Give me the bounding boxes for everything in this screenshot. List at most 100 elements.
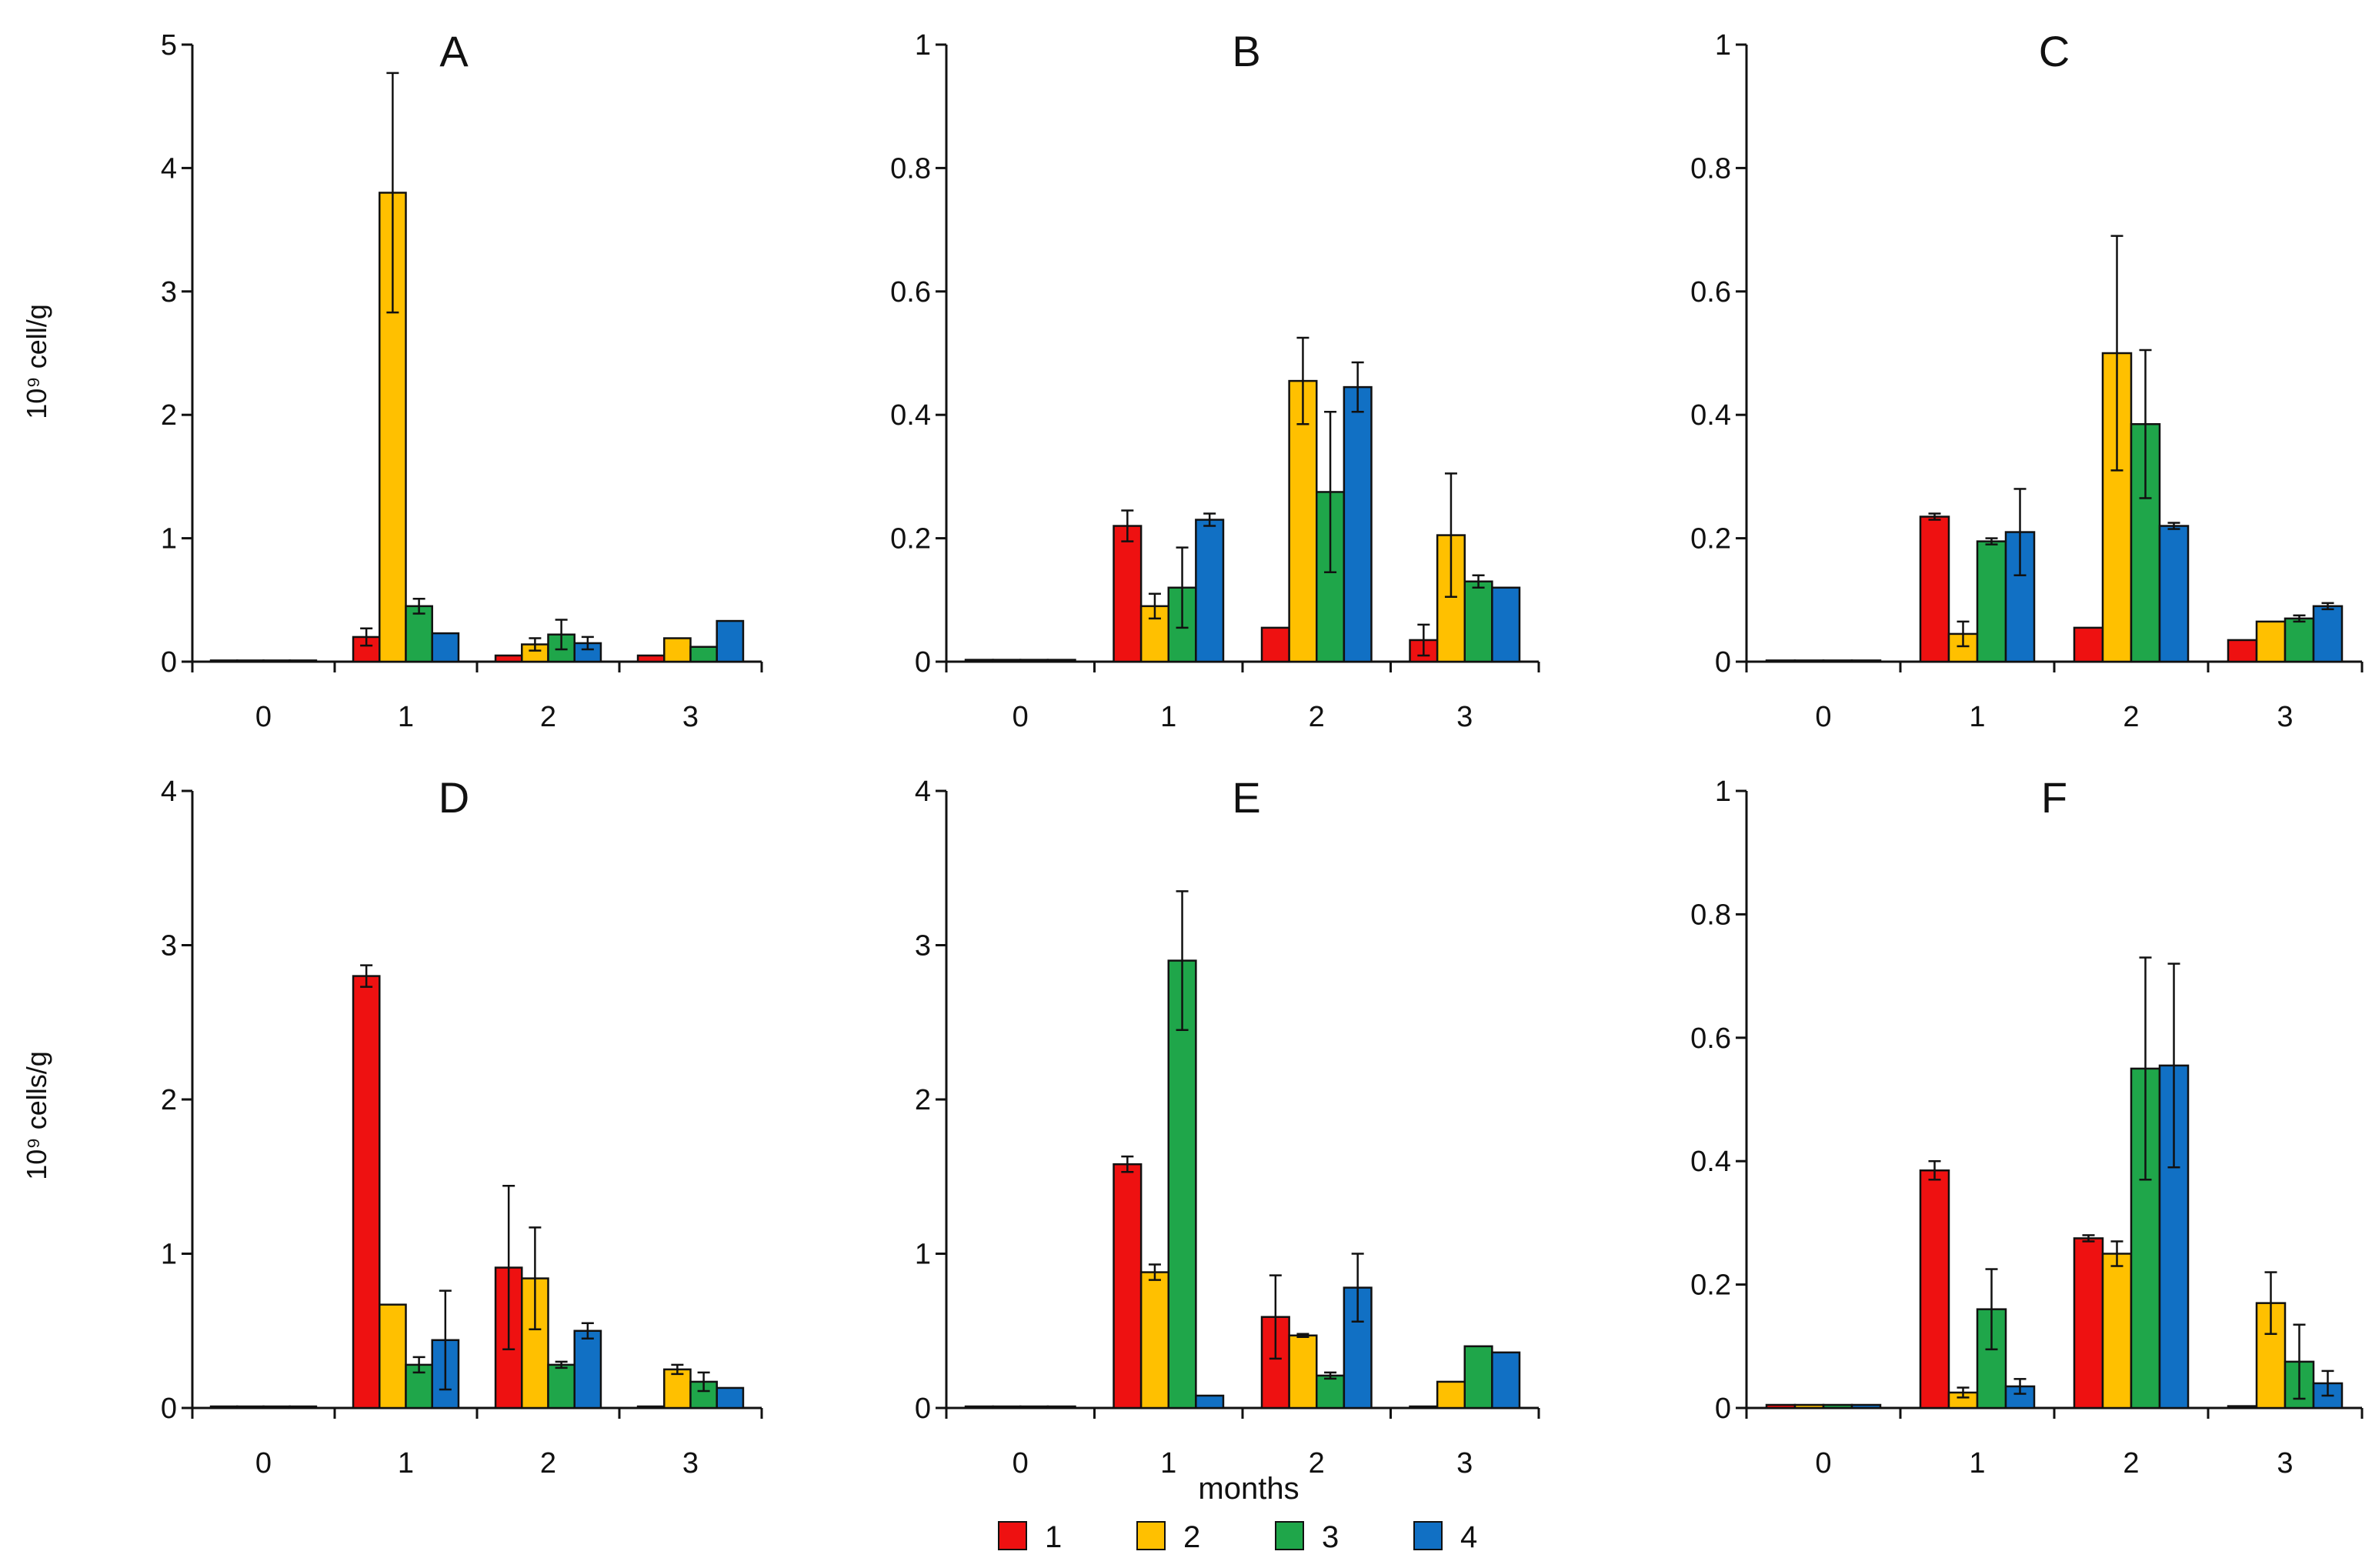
x-tick-label-b-0: 0 [1013,701,1029,733]
bar-c-cat3-series4 [2312,605,2344,663]
bar-f-cat2-series1 [2073,1237,2104,1410]
bar-b-cat0-series3 [1019,659,1049,663]
x-tick-label-a-0: 0 [255,701,272,733]
y-tick-label-a-0: 0 [161,646,177,679]
y-tick-label-d-4: 4 [161,776,177,808]
y-tick-label-a-3: 3 [161,276,177,309]
bar-b-cat0-series1 [964,659,994,663]
bar-a-cat0-series3 [262,659,291,663]
bar-d-cat1-series2 [379,1303,407,1410]
y-tick-label-e-3: 3 [915,930,931,962]
x-tick-label-d-0: 0 [255,1447,272,1480]
legend-swatch-2 [1136,1521,1166,1550]
x-tick-label-a-2: 2 [540,701,556,733]
x-tick-label-b-3: 3 [1456,701,1473,733]
x-tick-label-c-1: 1 [1969,701,1985,733]
panel-e: E 0 1 2 3 4 0 1 2 3 [915,773,1540,1480]
bar-f-cat0-series1 [1765,1403,1797,1410]
x-tick-label-e-2: 2 [1309,1447,1325,1480]
y-tick-label-b-0: 0 [915,646,931,679]
y-tick-label-f-4: 0.8 [1690,899,1731,931]
bar-a-cat3-series2 [663,637,692,663]
y-tick-label-f-2: 0.4 [1690,1146,1731,1178]
bar-e-cat3-series3 [1463,1345,1493,1410]
bar-f-cat0-series4 [1850,1403,1882,1410]
legend-label-1: 1 [1045,1520,1062,1554]
bar-e-cat2-series3 [1316,1374,1346,1410]
bar-e-cat1-series2 [1139,1271,1169,1410]
legend: 1 2 3 4 [998,1520,1477,1554]
bar-e-cat3-series4 [1491,1351,1521,1410]
bar-a-cat0-series4 [289,659,318,663]
legend-swatch-3 [1275,1521,1304,1550]
y-tick-label-c-2: 0.4 [1690,399,1731,432]
x-tick-label-f-0: 0 [1815,1447,1831,1480]
panel-b: B 0 0.2 0.4 0.6 0.8 1 0 1 2 3 [890,27,1540,733]
legend-swatch-4 [1413,1521,1443,1550]
bar-e-cat1-series4 [1195,1394,1225,1410]
y-tick-label-a-1: 1 [161,523,177,555]
bar-b-cat1-series1 [1113,525,1143,663]
y-tick-label-b-2: 0.4 [890,399,931,432]
bar-c-cat3-series2 [2255,620,2287,663]
bar-d-cat3-series1 [636,1405,666,1410]
bar-c-cat0-series3 [1822,659,1853,663]
bar-c-cat2-series4 [2158,525,2190,663]
bar-e-cat0-series4 [1046,1405,1076,1410]
bar-d-cat3-series4 [716,1386,745,1410]
legend-label-4: 4 [1460,1520,1477,1554]
y-tick-label-f-0: 0 [1715,1393,1731,1425]
bar-e-cat3-series1 [1409,1405,1439,1410]
y-tick-label-c-5: 1 [1715,29,1731,62]
x-tick-label-b-1: 1 [1160,701,1176,733]
bar-d-cat0-series4 [289,1405,318,1410]
bar-a-cat3-series3 [689,646,718,663]
y-tick-label-b-4: 0.8 [890,152,931,185]
bar-c-cat0-series2 [1793,659,1825,663]
y-tick-label-f-5: 1 [1715,776,1731,808]
bar-b-cat2-series4 [1343,385,1373,663]
y-tick-label-f-3: 0.6 [1690,1023,1731,1055]
panel-label-f: F [2041,773,2067,822]
bar-e-cat0-series1 [964,1405,994,1410]
panel-a: A 0 1 2 3 4 5 0 1 2 3 [161,27,763,733]
x-tick-label-e-1: 1 [1160,1447,1176,1480]
bar-c-cat0-series4 [1850,659,1882,663]
panels-group: A 0 1 2 3 4 5 0 1 2 3 B 0 0.2 0.4 0.6 0.8 1 0 1 2 3 C 0 0.2 0.4 0.… [161,27,2364,1480]
y-tick-label-a-2: 2 [161,399,177,432]
x-tick-label-b-2: 2 [1309,701,1325,733]
y-tick-label-e-4: 4 [915,776,931,808]
bar-c-cat2-series1 [2073,626,2104,663]
bar-c-cat1-series1 [1919,515,1950,663]
legend-swatch-1 [998,1521,1027,1550]
y-tick-label-a-5: 5 [161,29,177,62]
x-tick-label-c-2: 2 [2123,701,2139,733]
bar-b-cat2-series1 [1260,626,1290,663]
x-tick-label-d-1: 1 [398,1447,414,1480]
x-tick-label-c-3: 3 [2277,701,2293,733]
panel-label-c: C [2039,27,2070,75]
bar-a-cat1-series4 [431,632,460,663]
x-tick-label-e-3: 3 [1456,1447,1473,1480]
y-tick-label-f-1: 0.2 [1690,1269,1731,1302]
panel-label-d: D [439,773,469,822]
panel-label-b: B [1232,27,1260,75]
x-tick-label-a-3: 3 [682,701,699,733]
y-tick-label-b-5: 1 [915,29,931,62]
y-tick-label-e-0: 0 [915,1393,931,1425]
panel-label-a: A [439,27,469,75]
bar-d-cat0-series1 [209,1405,239,1410]
bar-c-cat0-series1 [1765,659,1797,663]
bar-a-cat1-series3 [405,605,433,663]
bar-b-cat0-series2 [992,659,1022,663]
x-tick-label-d-2: 2 [540,1447,556,1480]
bar-c-cat3-series1 [2227,639,2258,663]
y-tick-label-c-3: 0.6 [1690,276,1731,309]
x-tick-label-f-3: 3 [2277,1447,2293,1480]
y-tick-label-e-2: 2 [915,1084,931,1116]
panel-d: D 0 1 2 3 4 0 1 2 3 [161,773,763,1480]
bar-d-cat3-series2 [663,1368,692,1410]
bar-d-cat1-series1 [352,975,381,1410]
bar-c-cat1-series3 [1976,540,2007,663]
